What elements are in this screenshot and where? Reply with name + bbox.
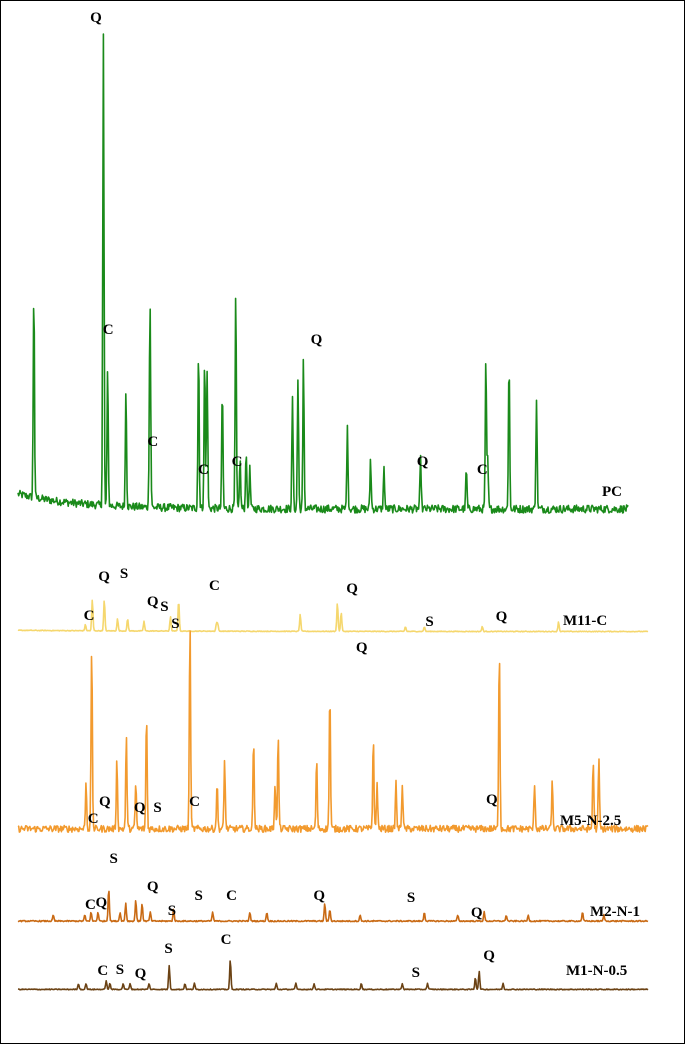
peak-label: S <box>116 962 124 978</box>
peak-label: C <box>88 811 99 827</box>
peak-label: Q <box>90 10 102 26</box>
peak-label: C <box>103 322 114 338</box>
peak-label: S <box>110 851 118 867</box>
series-line-m1-n-0.5 <box>17 960 649 991</box>
series-label-m5-n-2.5: M5-N-2.5 <box>560 813 621 829</box>
peak-label: Q <box>98 569 110 585</box>
peak-label: S <box>168 903 176 919</box>
peak-label: S <box>160 599 168 615</box>
peak-label: C <box>209 578 220 594</box>
peak-label: S <box>407 890 415 906</box>
peak-label: C <box>232 454 243 470</box>
series-label-m1-n-0.5: M1-N-0.5 <box>566 963 627 979</box>
peak-label: S <box>153 800 161 816</box>
peak-label: Q <box>471 905 483 921</box>
series-label-pc: PC <box>602 484 622 500</box>
peak-label: Q <box>346 581 358 597</box>
peak-label: S <box>425 614 433 630</box>
peak-label: Q <box>135 966 147 982</box>
peak-label: Q <box>147 594 159 610</box>
peak-label: Q <box>496 609 508 625</box>
peak-label: C <box>221 932 232 948</box>
peak-label: S <box>412 965 420 981</box>
series-label-m11-c: M11-C <box>563 613 607 629</box>
series-line-pc <box>17 33 629 514</box>
series-line-m5-n-2.5 <box>17 630 649 834</box>
peak-label: Q <box>483 948 495 964</box>
peak-label: Q <box>313 888 325 904</box>
peak-label: C <box>84 608 95 624</box>
peak-label: C <box>147 434 158 450</box>
peak-label: Q <box>134 800 146 816</box>
peak-label: S <box>171 616 179 632</box>
peak-label: C <box>477 462 488 478</box>
peak-label: S <box>164 941 172 957</box>
peak-label: C <box>189 794 200 810</box>
peak-label: Q <box>96 895 108 911</box>
peak-label: Q <box>486 792 498 808</box>
series-line-m2-n-1 <box>17 890 649 923</box>
peak-label: C <box>198 462 209 478</box>
peak-label: Q <box>311 332 323 348</box>
series-line-m11-c <box>17 599 649 633</box>
peak-label: Q <box>356 640 368 656</box>
peak-label: C <box>85 897 96 913</box>
peak-label: Q <box>99 794 111 810</box>
peak-label: C <box>97 963 108 979</box>
peak-label: C <box>226 888 237 904</box>
series-label-m2-n-1: M2-N-1 <box>590 904 640 920</box>
peak-label: Q <box>147 879 159 895</box>
peak-label: S <box>120 566 128 582</box>
peak-label: S <box>194 888 202 904</box>
peak-label: Q <box>417 454 429 470</box>
